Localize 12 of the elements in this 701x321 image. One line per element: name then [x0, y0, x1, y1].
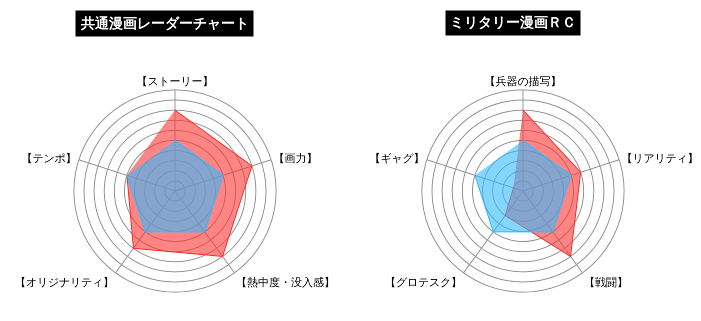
spoke-label: 【グロテスク】 — [384, 276, 462, 290]
spoke-label: 【画力】 — [274, 152, 318, 165]
spoke-label: 【テンポ】 — [21, 152, 76, 165]
spoke-label: 【ギャグ】 — [369, 152, 424, 165]
spoke-label: 【ストーリー】 — [136, 74, 214, 88]
chart-title: ミリタリー漫画ＲＣ — [450, 15, 576, 31]
spoke-label: 【リアリティ】 — [622, 152, 699, 165]
spoke-label: 【兵器の描写】 — [484, 74, 562, 88]
spoke-label: 【オリジナリティ】 — [14, 276, 114, 290]
spoke-label: 【戦闘】 — [584, 276, 628, 290]
spoke-label: 【熱中度・没入感】 — [236, 276, 336, 290]
chart-title: 共通漫画レーダーチャート — [80, 15, 249, 32]
